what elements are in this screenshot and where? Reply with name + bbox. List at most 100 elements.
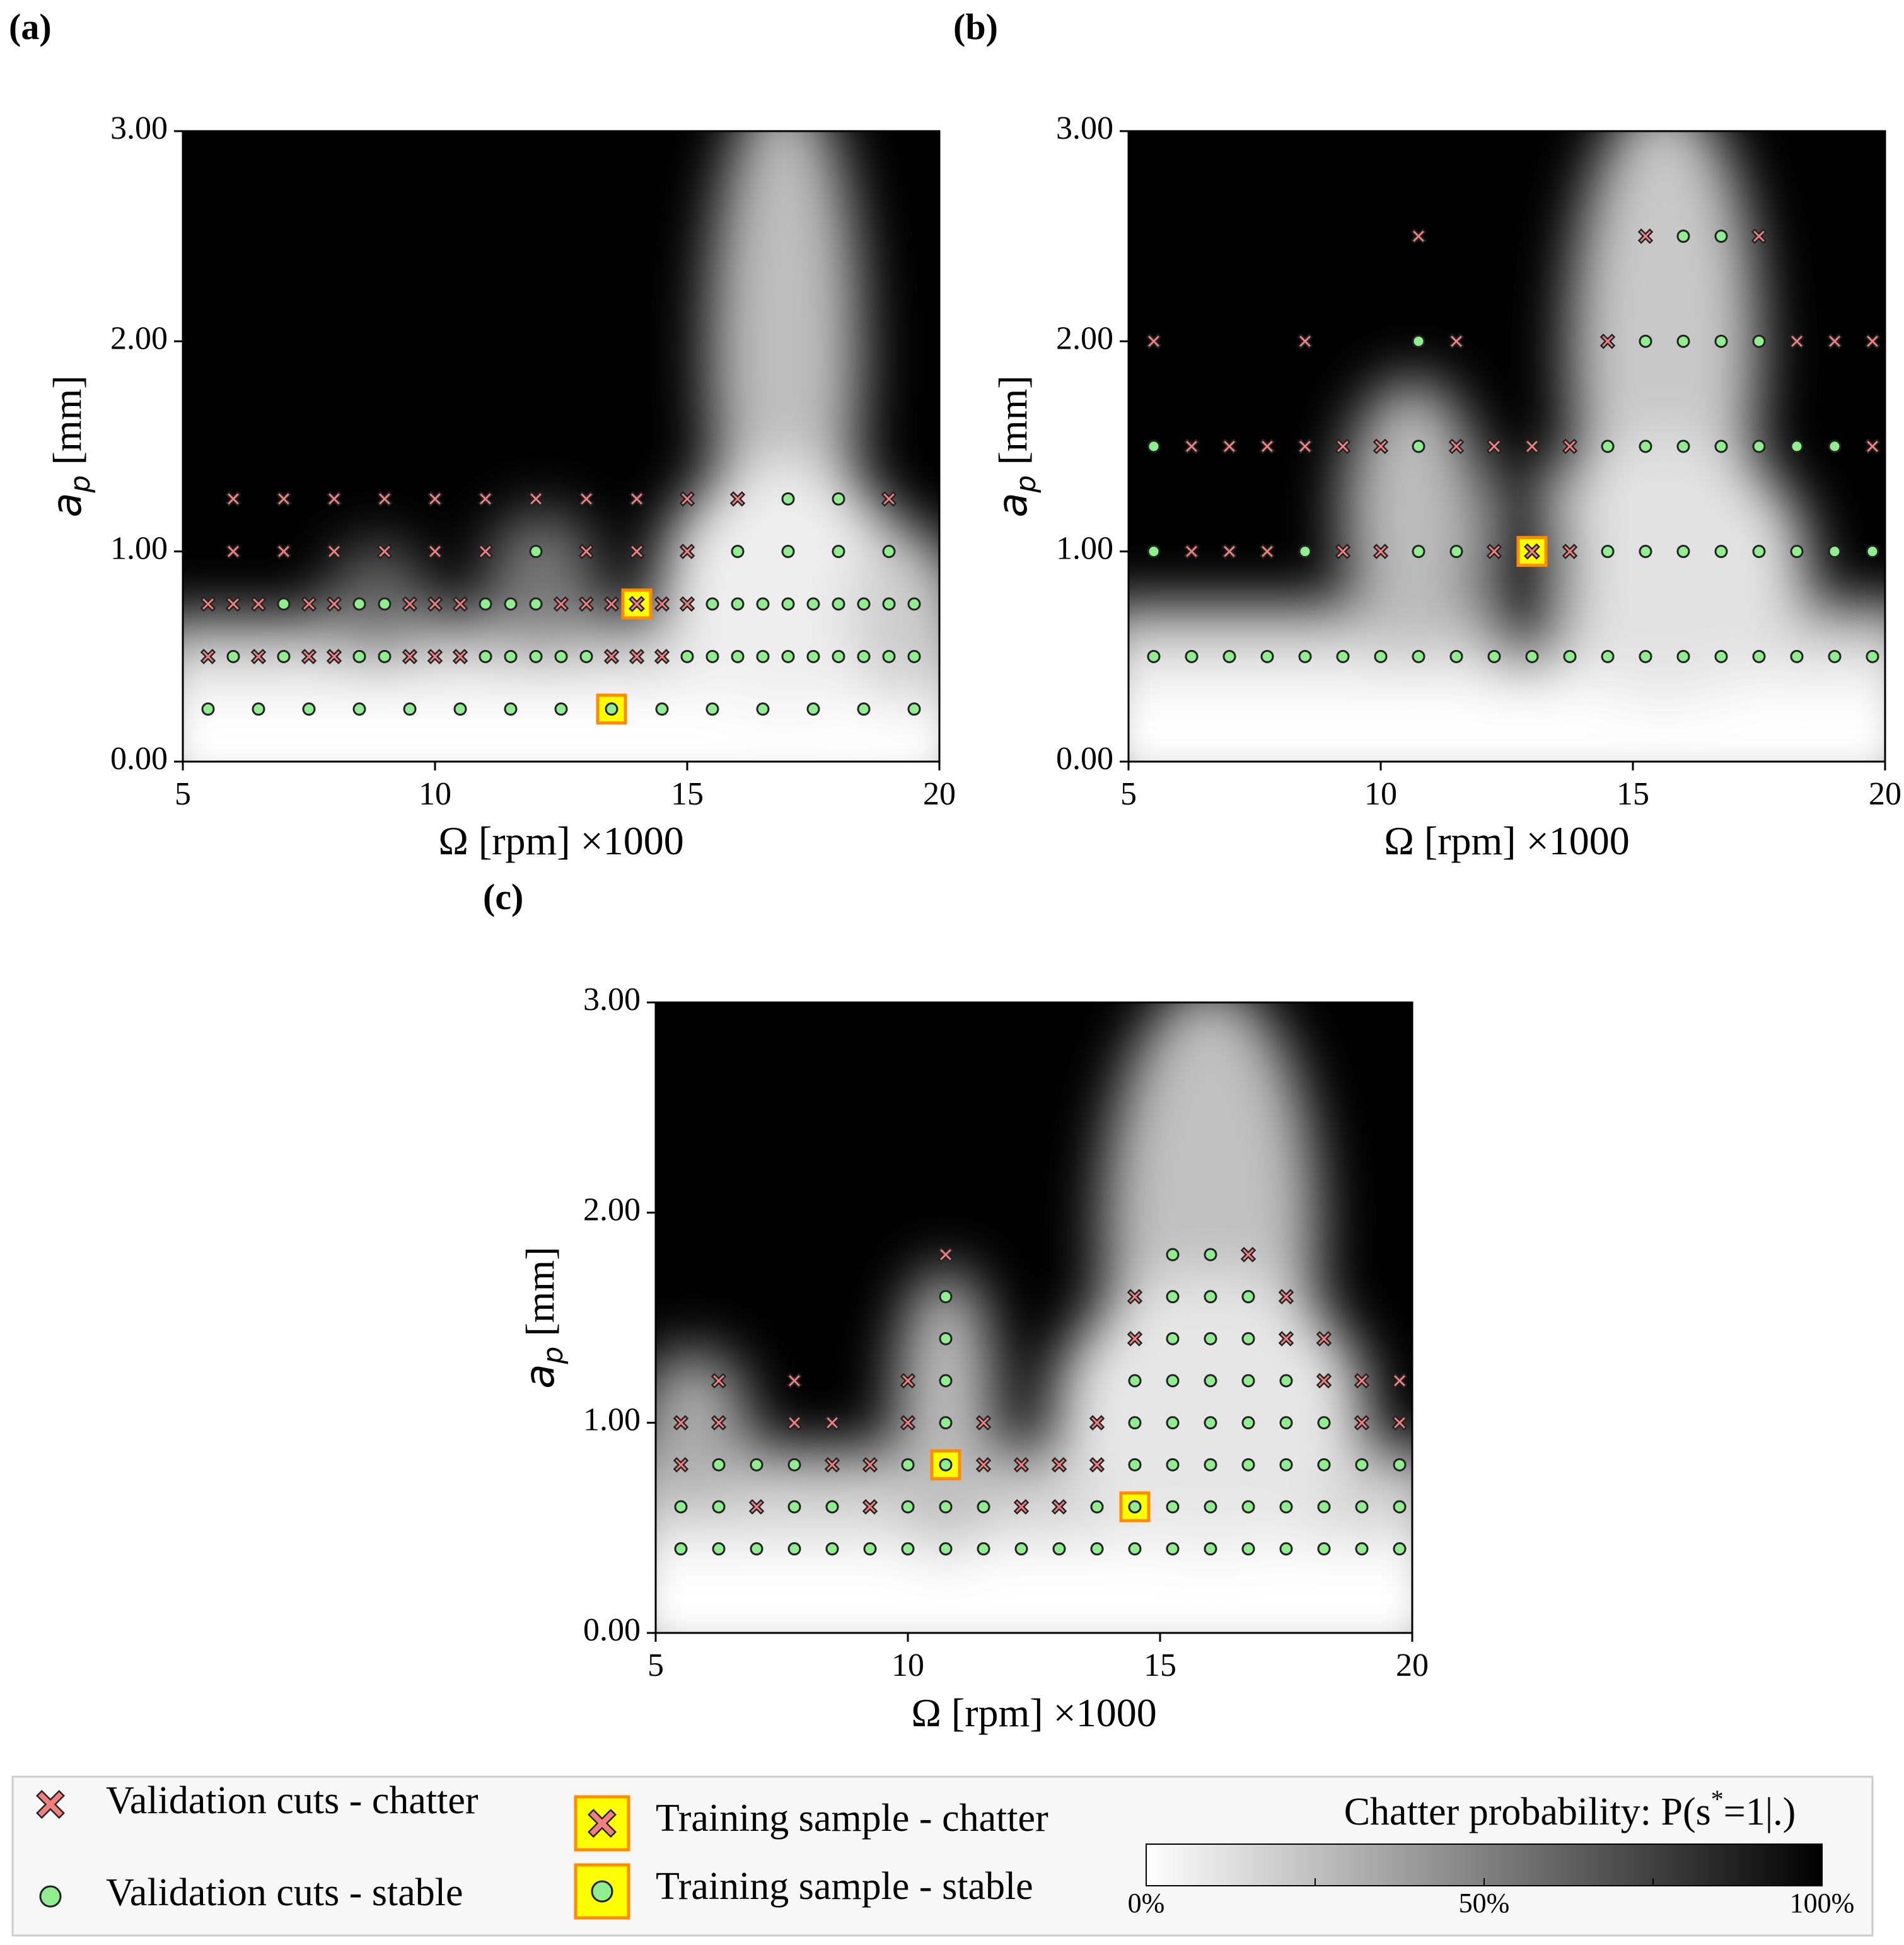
legend: Validation cuts - chatter Validation cut… [11,1775,1874,1937]
validation-chatter-point [900,1415,916,1431]
validation-stable-point [1147,649,1161,663]
validation-chatter-point [1599,334,1616,349]
validation-chatter-point [402,649,418,665]
validation-stable-point [1639,649,1652,663]
validation-stable-point [1317,1500,1331,1514]
training-stable-box [596,694,627,725]
validation-stable-point [705,649,719,663]
validation-stable-point [1487,649,1501,663]
validation-chatter-point [1373,543,1389,559]
legend-label-validation-chatter: Validation cuts - chatter [106,1779,479,1822]
validation-chatter-point [1316,1331,1332,1347]
validation-chatter-point [1864,334,1881,349]
validation-stable-point [1241,1374,1255,1388]
validation-chatter-point [1410,228,1427,244]
validation-stable-point [1563,649,1577,663]
validation-stable-point [655,702,669,716]
validation-stable-point [907,702,921,716]
validation-chatter-point [1391,1373,1408,1389]
validation-stable-point [1714,439,1728,453]
validation-stable-point [1676,439,1690,453]
validation-stable-point [529,597,543,611]
validation-stable-point [1714,229,1728,243]
panel-c-label: (c) [483,876,523,917]
legend-training-chatter-marker [588,1809,617,1838]
validation-stable-point [504,649,518,663]
panel-b: (b) 5 10 15 20 0.00 1.00 2.00 3.00 Ω [rpm] ×100… [953,6,1901,863]
panel-a-label: (a) [9,6,52,47]
validation-chatter-point [553,596,569,612]
validation-stable-point [939,1416,953,1430]
validation-stable-point [705,597,719,611]
validation-chatter-point [1486,438,1502,455]
validation-chatter-point [477,543,494,559]
validation-stable-point [1525,649,1539,663]
validation-stable-point [529,545,543,559]
validation-stable-point [857,649,871,663]
validation-stable-point [781,649,795,663]
validation-chatter-point [1751,228,1767,244]
panel-a-markers [200,491,921,725]
validation-stable-point [1279,1542,1293,1556]
validation-chatter-point [301,596,317,612]
validation-chatter-point [1335,543,1351,559]
validation-stable-point [1052,1542,1066,1556]
validation-chatter-point [1259,438,1275,455]
panel-b-label: (b) [953,6,998,47]
validation-chatter-point [937,1246,954,1263]
validation-chatter-point [1146,334,1162,349]
validation-stable-point [1204,1290,1217,1304]
validation-stable-point [352,649,366,663]
validation-stable-point [1147,439,1161,453]
x-tick-label: 15 [1617,776,1649,812]
validation-chatter-point [250,649,267,665]
validation-chatter-point [679,596,695,612]
validation-chatter-point [1562,543,1578,559]
validation-stable-point [1412,545,1425,559]
training-chatter-point [629,596,645,612]
validation-stable-point [939,1332,953,1345]
validation-chatter-point [326,649,342,665]
validation-stable-point [787,1500,801,1514]
validation-chatter-point [786,1415,803,1431]
validation-stable-point [1298,545,1312,559]
validation-chatter-point [1448,438,1465,455]
y-tick-label: 0.00 [110,741,168,777]
validation-stable-point [1412,334,1425,348]
validation-stable-point [1336,649,1350,663]
validation-stable-point [1279,1416,1293,1430]
validation-chatter-point [654,649,670,665]
validation-stable-point [1752,334,1766,348]
validation-stable-point [1241,1542,1255,1556]
validation-stable-point [1714,334,1728,348]
validation-chatter-point [881,491,897,507]
validation-stable-point [939,1500,953,1514]
validation-chatter-point [200,596,216,612]
validation-stable-point [1676,334,1690,348]
validation-chatter-point [1391,1415,1408,1431]
validation-chatter-point [427,543,443,559]
validation-chatter-point [528,491,544,507]
validation-stable-point [901,1500,915,1514]
validation-stable-point [756,702,770,716]
validation-chatter-point [1562,438,1578,455]
validation-stable-point [1393,1458,1407,1472]
validation-chatter-point [1089,1415,1105,1431]
x-tick-label: 20 [923,776,956,812]
validation-chatter-point [786,1373,803,1389]
panel-a-xlabel: Ω [rpm] ×1000 [438,818,683,863]
validation-chatter-point [578,543,595,559]
legend-label-training-chatter: Training sample - chatter [656,1797,1048,1840]
validation-stable-point [863,1542,877,1556]
validation-stable-point [882,649,896,663]
legend-validation-chatter-marker [36,1790,65,1819]
validation-chatter-point [477,491,494,507]
panel-c-xlabel: Ω [rpm] ×1000 [911,1690,1156,1735]
y-tick-label: 3.00 [1056,110,1113,146]
validation-stable-point [781,597,795,611]
validation-stable-point [1090,1500,1104,1514]
validation-stable-point [787,1458,801,1472]
validation-stable-point [832,545,845,559]
validation-stable-point [731,545,745,559]
validation-chatter-point [225,543,241,559]
